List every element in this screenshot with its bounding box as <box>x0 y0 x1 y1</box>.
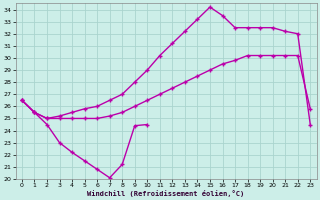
X-axis label: Windchill (Refroidissement éolien,°C): Windchill (Refroidissement éolien,°C) <box>87 190 245 197</box>
